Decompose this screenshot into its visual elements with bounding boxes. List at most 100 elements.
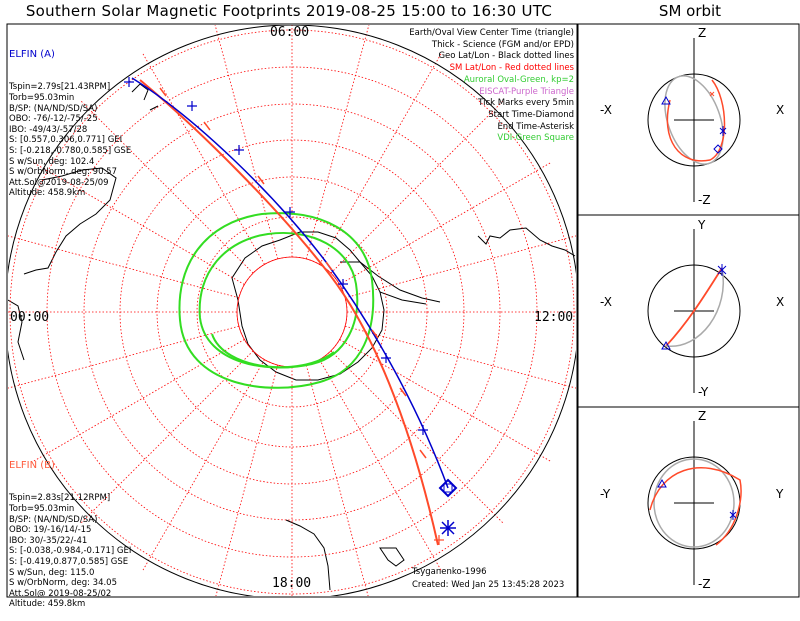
auroral-oval-inner — [198, 232, 359, 369]
time-label-18: 18:00 — [272, 576, 312, 591]
elfin-b-name: ELFIN (B) — [9, 460, 55, 472]
time-label-06: 06:00 — [270, 25, 310, 40]
orbit1-bottom-label: -Z — [698, 193, 711, 207]
elfin-a-lines: Tspin=2.79s[21.43RPM] Torb=95.03min B/SP: … — [9, 82, 131, 199]
legend-entry: Earth/Oval View Center Time (triangle) — [409, 28, 574, 38]
elfin-b-info-line: IBO: 30/-35/22/-41 — [9, 535, 88, 546]
elfin-b-track — [139, 79, 439, 546]
sm-lon-line — [345, 325, 576, 389]
created-credit: Created: Wed Jan 25 13:45:28 2023 — [412, 580, 565, 590]
sm-lon-line — [345, 235, 576, 299]
sm-lon-line — [305, 25, 370, 259]
sm-lon-line — [305, 365, 369, 596]
sm-lon-line — [31, 339, 245, 463]
elfin-b-info-line: B/SP: (NA/ND/SD/SA) — [9, 514, 98, 525]
antarctic-peninsula — [340, 261, 441, 305]
orbit1-left-label: -X — [600, 103, 612, 117]
sm-lat-circle — [236, 256, 348, 368]
sm-lon-line — [31, 161, 245, 285]
legend-entry: VDI-Green Square — [497, 133, 574, 144]
australia — [23, 167, 117, 275]
elfin-a-name: ELFIN (A) — [9, 49, 55, 61]
sm-orbit-panel-yz — [647, 421, 742, 585]
page-title: Southern Solar Magnetic Footprints 2019-… — [25, 2, 553, 20]
south-america — [477, 227, 576, 257]
sm-lon-line — [8, 235, 239, 299]
orbit3-bottom-label: -Z — [698, 577, 711, 591]
sm-lon-line — [141, 51, 265, 265]
elfin-a-info-line: IBO: -49/43/-57/28 — [9, 124, 88, 135]
orbit1-right-label: X — [776, 103, 785, 117]
elfin-a-info-line: B/SP: (NA/ND/SD/SA) — [9, 103, 98, 114]
elfin-b-info-line: Torb=95.03min — [9, 503, 75, 514]
time-label-00: 00:00 — [10, 310, 50, 325]
sm-orbit-title: SM orbit — [658, 2, 722, 20]
elfin-a-info-line: S w/OrbNorm, deg: 90.57 — [9, 167, 118, 178]
orbit2-bottom-label: -Y — [698, 385, 709, 399]
legend-entry: Geo Lat/Lon - Black dotted lines — [438, 51, 574, 62]
elfin-a-info-line: Att.Sol@2019-08-25/09 — [9, 177, 109, 188]
model-credit: Tsyganenko-1996 — [412, 567, 487, 577]
legend-entry: Auroral Oval-Green, kp=2 — [463, 74, 574, 85]
elfin-a-info-line: OBO: -76/-12/-75/-25 — [9, 114, 98, 125]
start-diamond — [438, 478, 458, 498]
polar-map — [8, 25, 576, 596]
vdi-square — [443, 483, 453, 493]
sm-lon-line — [215, 365, 279, 596]
orbit2-right-label: X — [776, 295, 785, 309]
sm-lon-line — [79, 350, 254, 525]
sm-lon-line — [141, 359, 265, 573]
legend: Earth/Oval View Center Time (triangle) Th… — [409, 28, 574, 145]
elfin-a-info-line: S: [0.557,0.306,0.771] GEI — [9, 135, 123, 146]
orbit3-left-label: -Y — [600, 487, 611, 501]
elfin-b-info-line: S: [-0.038,-0.984,-0.171] GEI — [9, 546, 132, 557]
end-asterisk — [440, 520, 456, 536]
africa — [285, 519, 405, 591]
elfin-a-info-line: Altitude: 458.9km — [9, 188, 86, 199]
elfin-b-info-line: Altitude: 459.8km — [9, 599, 86, 610]
footprint-map-canvas — [6, 23, 800, 598]
auroral-oval-outer — [178, 212, 375, 389]
elfin-b-tick-marks — [159, 87, 427, 459]
legend-entry: Thick - Science (FGM and/or EPD) — [431, 39, 574, 50]
sm-orbit-panel-xy — [647, 229, 741, 393]
orbit-frame — [577, 23, 800, 598]
sm-lat-circle — [156, 176, 428, 448]
antarctica-landmass — [231, 231, 385, 381]
elfin-a-tick-marks — [124, 77, 428, 435]
orbit1-top-label: Z — [698, 26, 707, 40]
elfin-b-info: ELFIN (B) Tspin=2.83s[21.12RPM] Torb=95.0… — [9, 439, 131, 621]
sm-lat-circle — [9, 29, 575, 595]
orbit3-right-label: Y — [776, 487, 784, 501]
sm-lat-circle — [119, 139, 465, 485]
elfin-b-info-line: Att.Sol@ 2019-08-25/02 — [9, 588, 112, 599]
auroral-oval-mid — [211, 333, 335, 369]
sm-lon-line — [319, 359, 443, 573]
elfin-b-info-line: Tspin=2.83s[21.12RPM] — [9, 493, 111, 504]
elfin-b-info-line: S w/Sun, deg: 115.0 — [9, 567, 95, 578]
elfin-b-lines: Tspin=2.83s[21.12RPM] Torb=95.03min B/SP: … — [9, 493, 131, 610]
orbit2-top-label: Y — [698, 218, 706, 232]
sm-lon-line — [79, 99, 254, 274]
sm-lon-grid — [8, 25, 576, 596]
legend-entry: EISCAT-Purple Triangle — [479, 86, 574, 97]
elfin-a-info-line: Tspin=2.79s[21.43RPM] — [9, 82, 111, 93]
orbit2-left-label: -X — [600, 295, 612, 309]
sm-lon-line — [8, 325, 239, 389]
sm-lat-circle — [83, 103, 501, 521]
sm-lon-line — [339, 161, 553, 285]
legend-entry: Tick Marks every 5min — [478, 98, 574, 109]
legend-entry: End Time-Asterisk — [497, 121, 574, 132]
west-coastline — [8, 299, 25, 361]
legend-entry: Start Time-Diamond — [488, 109, 574, 120]
sm-lon-line — [330, 350, 505, 525]
sm-lon-line — [214, 25, 279, 259]
sm-lon-line — [319, 51, 443, 265]
elfin-a-info: ELFIN (A) Tspin=2.79s[21.43RPM] Torb=95.0… — [9, 28, 131, 210]
sm-orbit-panel-xz — [647, 38, 741, 202]
elfin-b-info-line: OBO: 19/-16/14/-15 — [9, 525, 92, 536]
map-frame — [6, 23, 578, 598]
legend-entry: SM Lat/Lon - Red dotted lines — [449, 63, 574, 74]
time-label-12: 12:00 — [534, 310, 574, 325]
end-asterisk-b — [434, 535, 444, 545]
